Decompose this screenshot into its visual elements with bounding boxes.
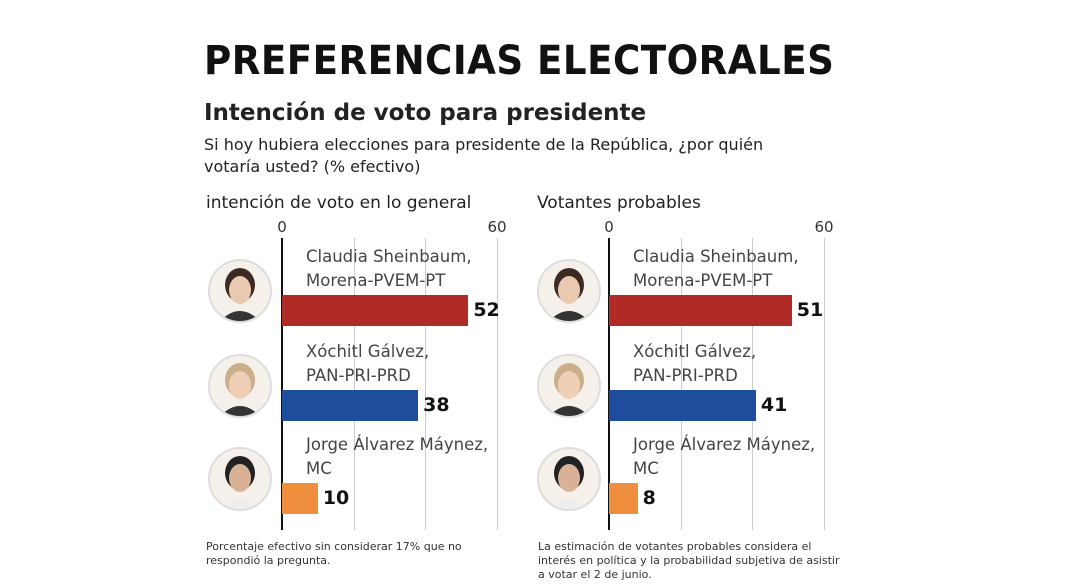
data-label: 38 <box>423 394 450 416</box>
bar <box>609 390 756 421</box>
tick-label: 0 <box>277 218 287 236</box>
axis-line <box>281 238 283 530</box>
candidate-label: Claudia Sheinbaum, Morena-PVEM-PT <box>633 245 799 293</box>
candidate-photo <box>537 354 601 418</box>
tick-label: 0 <box>604 218 614 236</box>
data-label: 10 <box>322 487 350 509</box>
gridline <box>680 238 682 530</box>
candidate-party: MC <box>633 459 659 478</box>
candidate-photo <box>208 259 272 323</box>
bar <box>609 295 792 326</box>
gridline <box>497 238 498 530</box>
candidate-party: Morena-PVEM-PT <box>633 271 773 290</box>
page-subtitle: Intención de voto para presidente <box>204 100 647 126</box>
data-label: 52 <box>473 299 500 321</box>
axis-line <box>608 238 610 530</box>
candidate-name: Jorge Álvarez Máynez, <box>306 435 489 454</box>
candidate-photo <box>208 354 272 418</box>
page-title: PREFERENCIAS ELECTORALES <box>204 38 835 84</box>
candidate-name: Claudia Sheinbaum, <box>306 247 472 266</box>
candidate-label: Claudia Sheinbaum, Morena-PVEM-PT <box>306 245 472 293</box>
bar <box>282 390 419 421</box>
footnote: Porcentaje efectivo sin considerar 17% q… <box>206 540 462 567</box>
candidate-photo <box>537 447 601 511</box>
tick-label: 60 <box>487 218 507 236</box>
bar <box>282 483 318 514</box>
gridline <box>425 238 427 530</box>
tick-label: 60 <box>814 218 834 236</box>
candidate-label: Xóchitl Gálvez, PAN-PRI-PRD <box>633 340 756 388</box>
candidate-photo <box>208 447 272 511</box>
candidate-label: Jorge Álvarez Máynez, MC <box>306 433 488 481</box>
candidate-photo <box>537 259 601 323</box>
candidate-name: Claudia Sheinbaum, <box>633 247 799 266</box>
bar <box>282 295 469 326</box>
data-label: 41 <box>760 394 788 416</box>
bar <box>609 483 638 514</box>
candidate-party: PAN-PRI-PRD <box>633 366 738 385</box>
gridline <box>353 238 355 530</box>
data-label: 51 <box>796 299 824 321</box>
candidate-label: Xóchitl Gálvez, PAN-PRI-PRD <box>306 340 429 388</box>
candidate-name: Xóchitl Gálvez, <box>633 342 757 361</box>
panel-title: Votantes probables <box>537 193 701 213</box>
gridline <box>824 238 825 530</box>
candidate-party: MC <box>306 459 332 478</box>
panel-title: intención de voto en lo general <box>206 193 472 213</box>
footnote: La estimación de votantes probables cons… <box>538 540 840 581</box>
survey-question: Si hoy hubiera elecciones para president… <box>204 135 764 176</box>
candidate-party: PAN-PRI-PRD <box>306 366 411 385</box>
candidate-label: Jorge Álvarez Máynez, MC <box>633 433 815 481</box>
gridline <box>752 238 754 530</box>
data-label: 8 <box>642 487 656 509</box>
candidate-name: Jorge Álvarez Máynez, <box>633 435 816 454</box>
candidate-name: Xóchitl Gálvez, <box>306 342 430 361</box>
candidate-party: Morena-PVEM-PT <box>306 271 446 290</box>
